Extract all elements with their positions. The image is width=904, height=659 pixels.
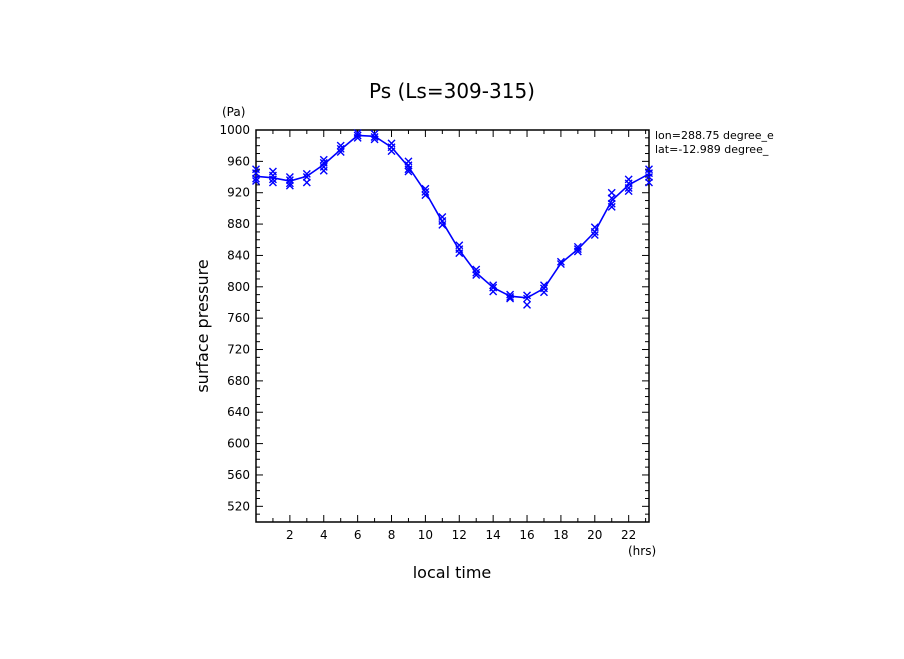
data-point-marker <box>506 294 515 303</box>
data-point-marker <box>573 247 582 256</box>
x-tick-label: 10 <box>418 528 433 542</box>
series-line <box>255 134 650 299</box>
data-point-marker <box>624 184 633 193</box>
data-point-marker <box>421 191 430 200</box>
data-point-marker <box>404 165 413 174</box>
data-point-marker <box>556 260 565 269</box>
data-point-marker <box>523 300 532 309</box>
y-tick-label: 520 <box>227 499 250 513</box>
y-tick-label: 1000 <box>219 123 250 137</box>
plot-area: 520 560 600 640 680 720 760 800 840 880 920 960 1000… <box>219 123 653 542</box>
data-point-marker <box>523 294 532 303</box>
y-tick-label: 800 <box>227 280 250 294</box>
x-tick-label: 12 <box>452 528 467 542</box>
y-tick-label: 640 <box>227 405 250 419</box>
y-tick-label: 600 <box>227 437 250 451</box>
data-point-marker <box>472 268 481 277</box>
data-point-marker <box>590 231 599 240</box>
data-point-marker <box>607 202 616 211</box>
data-point-marker <box>268 178 277 187</box>
data-point-marker <box>421 187 430 196</box>
data-point-marker <box>489 281 498 290</box>
data-point-marker <box>539 281 548 290</box>
annotation-lon: lon=288.75 degree_e <box>655 129 774 142</box>
data-point-marker <box>336 144 345 153</box>
y-tick-label: 920 <box>227 186 250 200</box>
y-tick-label: 720 <box>227 343 250 357</box>
data-point-marker <box>489 287 498 296</box>
y-tick-label: 840 <box>227 248 250 262</box>
data-point-marker <box>506 292 515 301</box>
data-point-marker <box>573 245 582 254</box>
x-tick-label: 4 <box>320 528 328 542</box>
x-tick-label: 8 <box>388 528 396 542</box>
data-point-marker <box>336 141 345 150</box>
y-axis-unit: (Pa) <box>222 105 245 119</box>
data-point-marker <box>455 249 464 258</box>
data-point-marker <box>556 257 565 266</box>
y-tick-label: 960 <box>227 154 250 168</box>
data-point-marker <box>387 147 396 156</box>
data-point-marker <box>285 173 294 182</box>
x-axis-label: local time <box>413 563 492 582</box>
x-tick-label: 2 <box>286 528 294 542</box>
data-point-marker <box>353 133 362 142</box>
data-point-marker <box>302 169 311 178</box>
x-tick-label: 18 <box>553 528 568 542</box>
x-axis-unit: (hrs) <box>628 544 656 558</box>
data-point-marker <box>353 131 362 140</box>
data-point-marker <box>370 133 379 142</box>
data-point-marker <box>523 291 532 300</box>
x-tick-label: 16 <box>519 528 534 542</box>
chart-title: Ps (Ls=309-315) <box>369 79 535 103</box>
data-point-marker <box>285 181 294 190</box>
x-tick-label: 20 <box>587 528 602 542</box>
annotation-lat: lat=-12.989 degree_ <box>655 143 769 156</box>
data-point-marker <box>336 147 345 156</box>
data-point-marker <box>438 220 447 229</box>
x-tick-label: 14 <box>486 528 501 542</box>
data-point-marker <box>285 179 294 188</box>
data-point-marker <box>252 174 260 183</box>
data-point-marker <box>319 166 328 175</box>
data-point-marker <box>421 184 430 193</box>
data-point-marker <box>645 178 653 187</box>
y-tick-label: 560 <box>227 468 250 482</box>
data-point-marker <box>268 175 277 184</box>
data-point-marker <box>590 227 599 236</box>
data-point-marker <box>252 176 260 185</box>
plot-frame <box>255 129 650 523</box>
y-tick-label: 760 <box>227 311 250 325</box>
data-point-marker <box>370 135 379 144</box>
y-tick-label: 680 <box>227 374 250 388</box>
data-point-marker <box>472 271 481 280</box>
y-axis-label: surface pressure <box>193 259 212 392</box>
data-point-marker <box>404 167 413 176</box>
y-tick-label: 880 <box>227 217 250 231</box>
x-tick-label: 6 <box>354 528 362 542</box>
data-point-marker <box>624 187 633 196</box>
data-point-marker <box>319 155 328 164</box>
x-tick-label: 22 <box>621 528 636 542</box>
data-point-marker <box>302 178 311 187</box>
data-point-marker <box>607 199 616 208</box>
data-point-marker <box>539 288 548 297</box>
